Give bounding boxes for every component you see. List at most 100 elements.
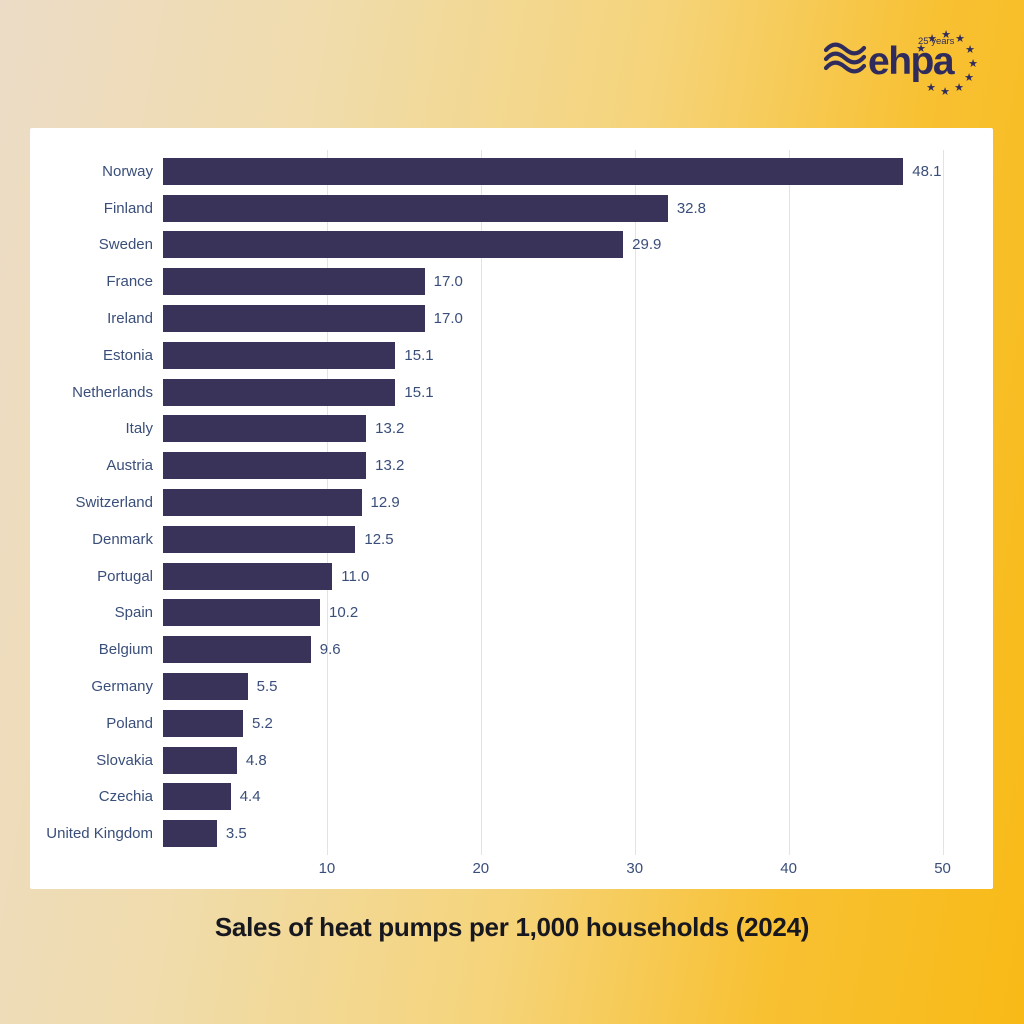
eu-stars-icon: ★ ★ ★ ★ ★ ★ ★ ★ ★ ★ xyxy=(916,28,978,98)
bar xyxy=(163,489,362,517)
x-tick-label: 20 xyxy=(472,860,490,877)
x-tick-label: 30 xyxy=(626,860,644,877)
bar-track: 5.2 xyxy=(163,709,951,737)
value-label: 5.2 xyxy=(252,714,273,732)
gridline xyxy=(480,150,482,855)
bar xyxy=(163,636,311,664)
ehpa-logo-graphic: ehpa 25 years ★ ★ ★ ★ ★ ★ ★ ★ ★ ★ xyxy=(823,28,978,98)
chart-title: Sales of heat pumps per 1,000 households… xyxy=(214,912,810,942)
country-label: Austria xyxy=(106,457,153,475)
value-label: 9.6 xyxy=(319,641,341,659)
value-label: 12.9 xyxy=(370,494,400,512)
bar-row: France 17.0 xyxy=(30,263,993,300)
bar xyxy=(163,268,425,296)
value-label: 13.2 xyxy=(375,420,405,438)
bar-track: 4.4 xyxy=(163,783,951,811)
bar xyxy=(163,525,356,553)
bar xyxy=(163,194,668,222)
svg-text:★: ★ xyxy=(964,71,974,84)
value-label: 4.8 xyxy=(245,751,267,769)
svg-text:★: ★ xyxy=(927,32,937,45)
svg-text:★: ★ xyxy=(916,42,926,55)
x-tick-label: 50 xyxy=(934,860,951,877)
bar-track: 29.9 xyxy=(163,231,951,259)
country-label: Norway xyxy=(102,162,153,180)
bar-track: 32.8 xyxy=(163,194,951,222)
gridline xyxy=(634,150,636,855)
bar-row: Ireland 17.0 xyxy=(30,300,993,337)
value-label: 11.0 xyxy=(341,567,370,585)
bar xyxy=(163,452,367,480)
bar xyxy=(163,378,396,406)
svg-text:★: ★ xyxy=(955,32,965,45)
bar xyxy=(163,783,231,811)
country-label: Sweden xyxy=(98,236,153,254)
bar-chart: Norway 48.1 Finland 32.8 Sweden 29.9 France 17.… xyxy=(30,128,993,889)
value-label: 3.5 xyxy=(225,825,247,843)
ehpa-logo: ehpa 25 years ★ ★ ★ ★ ★ ★ ★ ★ ★ ★ xyxy=(822,28,978,98)
waves-icon xyxy=(823,42,867,74)
value-label: 5.5 xyxy=(256,678,278,696)
svg-text:★: ★ xyxy=(941,28,951,41)
bar-track: 3.5 xyxy=(163,820,951,848)
bar xyxy=(163,415,367,443)
x-tick-label: 40 xyxy=(780,860,797,877)
country-label: Denmark xyxy=(92,530,153,548)
bar-row: Austria 13.2 xyxy=(30,447,993,484)
bar-track: 13.2 xyxy=(163,415,951,443)
svg-text:★: ★ xyxy=(940,85,950,98)
country-label: Italy xyxy=(125,420,153,438)
bar-row: Denmark 12.5 xyxy=(30,521,993,558)
bar-track: 48.1 xyxy=(163,157,951,185)
country-label: Belgium xyxy=(98,641,153,659)
bar-track: 12.5 xyxy=(163,525,951,553)
value-label: 32.8 xyxy=(676,199,707,217)
value-label: 4.4 xyxy=(239,788,261,806)
bar-track: 15.1 xyxy=(163,341,951,369)
bar-track: 11.0 xyxy=(163,562,951,590)
value-label: 10.2 xyxy=(328,604,359,622)
country-label: United Kingdom xyxy=(46,825,153,843)
bar-row: Spain 10.2 xyxy=(30,595,993,632)
bar-track: 13.2 xyxy=(163,452,951,480)
bar-row: Netherlands 15.1 xyxy=(30,374,993,411)
bar xyxy=(163,341,396,369)
bar-track: 17.0 xyxy=(163,305,951,333)
gridline xyxy=(788,150,790,855)
country-label: Switzerland xyxy=(75,494,153,512)
value-label: 15.1 xyxy=(404,383,434,401)
svg-text:★: ★ xyxy=(968,57,978,70)
bar-track: 4.8 xyxy=(163,746,951,774)
bar-row: Estonia 15.1 xyxy=(30,337,993,374)
bar xyxy=(163,305,425,333)
svg-text:★: ★ xyxy=(954,81,964,94)
bar-track: 5.5 xyxy=(163,673,951,701)
country-label: Portugal xyxy=(97,567,153,585)
country-label: Czechia xyxy=(98,788,153,806)
bar-row: Belgium 9.6 xyxy=(30,631,993,668)
bar xyxy=(163,231,624,259)
bar-row: Slovakia 4.8 xyxy=(30,742,993,779)
logo-tagline: 25 years xyxy=(918,36,955,47)
country-label: France xyxy=(106,273,153,291)
country-label: Germany xyxy=(91,678,153,696)
x-axis: 10 20 30 40 50 xyxy=(173,857,961,881)
bar-row: Switzerland 12.9 xyxy=(30,484,993,521)
value-label: 13.2 xyxy=(375,457,405,475)
value-label: 12.5 xyxy=(364,530,394,548)
value-label: 15.1 xyxy=(404,346,434,364)
value-label: 17.0 xyxy=(433,310,463,328)
bar-track: 17.0 xyxy=(163,268,951,296)
svg-text:★: ★ xyxy=(926,81,936,94)
country-label: Spain xyxy=(114,604,153,622)
bar-row: Italy 13.2 xyxy=(30,411,993,448)
value-label: 29.9 xyxy=(632,236,662,254)
bar-row: Sweden 29.9 xyxy=(30,227,993,264)
gridline xyxy=(942,150,944,855)
bar-row: Czechia 4.4 xyxy=(30,779,993,816)
bar xyxy=(163,820,217,848)
bar-row: Finland 32.8 xyxy=(30,190,993,227)
bar xyxy=(163,709,244,737)
logo-text: ehpa xyxy=(868,40,955,83)
bar-track: 10.2 xyxy=(163,599,951,627)
